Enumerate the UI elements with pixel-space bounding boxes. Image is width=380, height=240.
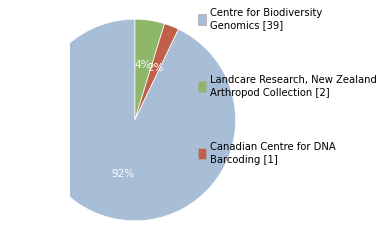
Wedge shape [34, 19, 236, 221]
Bar [198, 148, 206, 159]
Text: Canadian Centre for DNA
Barcoding [1]: Canadian Centre for DNA Barcoding [1] [209, 142, 335, 165]
Text: 2%: 2% [147, 63, 163, 73]
Text: 4%: 4% [135, 60, 151, 70]
Text: 92%: 92% [111, 169, 134, 179]
Bar [198, 81, 206, 92]
Bar [198, 14, 206, 25]
Text: Centre for Biodiversity
Genomics [39]: Centre for Biodiversity Genomics [39] [209, 8, 322, 30]
Wedge shape [135, 24, 179, 120]
Text: Landcare Research, New Zealand
Arthropod Collection [2]: Landcare Research, New Zealand Arthropod… [209, 75, 377, 98]
Wedge shape [135, 19, 165, 120]
